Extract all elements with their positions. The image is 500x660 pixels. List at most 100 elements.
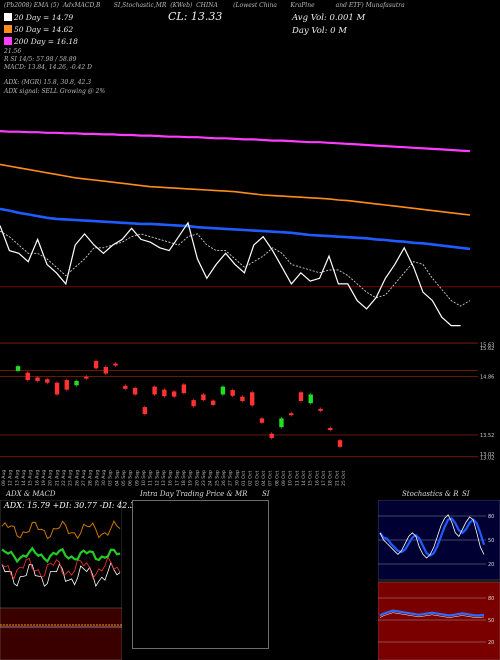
ema20-label: 20 Day = 14.79: [14, 13, 74, 22]
date-label: 29 Aug: [94, 470, 100, 486]
avg-volume: Avg Vol: 0.001 M: [292, 13, 366, 23]
candle: [35, 377, 40, 381]
date-label: 13 Sep: [161, 470, 167, 486]
date-label: 02 Oct: [248, 471, 254, 486]
adx-values: ADX: 15.79 +DI: 30.77 -DI: 42.31: [4, 501, 140, 510]
date-label: 23 Sep: [201, 470, 207, 486]
stoch-d-line: [379, 517, 486, 557]
date-label: 04 Sep: [114, 470, 120, 486]
ema50-legend: 50 Day = 14.62: [4, 25, 73, 34]
date-label: 16 Aug: [34, 470, 40, 486]
date-label: 17 Oct: [321, 471, 327, 486]
candle: [337, 440, 343, 447]
date-label: 03 Oct: [254, 471, 260, 486]
candle: [74, 380, 79, 386]
stoch-tick-label: 20: [488, 562, 494, 568]
date-label: 14 Oct: [301, 471, 307, 486]
price-tick-label: 13.52: [480, 433, 494, 439]
close-price: CL: 13.33: [168, 10, 223, 23]
date-label: 10 Oct: [288, 471, 294, 486]
date-label: 24 Sep: [208, 470, 214, 486]
candle: [123, 385, 128, 389]
price-tick-label: 15.63: [480, 342, 494, 348]
intra-panel-title: Intra Day Trading Price & MR: [140, 490, 248, 498]
header-item: (KWeb): [170, 2, 193, 9]
candle: [318, 408, 323, 411]
date-label: 20 Aug: [48, 470, 54, 486]
date-axis: 09 Aug 12 Aug 13 Aug 14 Aug 15 Aug 16 Aug 19 A…: [1, 470, 347, 486]
candle: [54, 382, 60, 395]
header-item: and ETF) Munafasutra: [335, 2, 405, 9]
candle: [308, 394, 313, 404]
date-label: 15 Aug: [28, 470, 34, 486]
header-item: (Pb2008) EMA (5): [4, 2, 59, 9]
date-label: 10 Sep: [141, 470, 147, 486]
stoch-tick-label: 80: [488, 514, 494, 520]
stoch-si-label: SI: [462, 490, 470, 498]
ema50-line: [0, 163, 471, 216]
date-label: 09 Oct: [281, 471, 287, 486]
candle: [220, 386, 226, 395]
date-label: 28 Aug: [88, 470, 94, 486]
ema20-legend: 20 Day = 14.79: [4, 13, 73, 22]
date-label: 26 Aug: [74, 470, 80, 486]
date-label: 21 Aug: [54, 470, 60, 486]
date-label: 14 Aug: [21, 470, 27, 486]
date-label: 08 Oct: [274, 471, 280, 486]
day-volume: Day Vol: 0 M: [292, 26, 347, 36]
date-label: 12 Aug: [8, 470, 14, 486]
ema200-line: [0, 130, 471, 153]
date-label: 09 Aug: [1, 470, 7, 486]
ema200-legend: 200 Day = 16.18: [4, 37, 78, 46]
si-signal-line: [379, 612, 485, 618]
date-label: 16 Oct: [314, 471, 320, 486]
date-label: 18 Sep: [181, 470, 187, 486]
date-label: 20 Sep: [194, 470, 200, 486]
date-label: 11 Sep: [148, 470, 154, 486]
date-label: 26 Sep: [221, 470, 227, 486]
stoch-tick-label: 50: [488, 538, 494, 544]
adx-line: [1, 520, 121, 540]
date-label: 01 Oct: [241, 471, 247, 486]
date-label: 15 Oct: [308, 471, 314, 486]
ema200-swatch: [4, 37, 12, 45]
candle: [249, 392, 255, 406]
stoch-panel-title: Stochastics & R: [402, 490, 459, 498]
candle: [25, 372, 30, 381]
si-tick-label: 20: [488, 640, 494, 646]
date-label: 27 Sep: [228, 470, 234, 486]
header-top-row: (Pb2008) EMA (5) AdxMACD,B SI,Stochastic…: [4, 2, 500, 9]
date-label: 16 Sep: [168, 470, 174, 486]
header-item: CHINA: [196, 2, 218, 9]
ema5-line: [0, 230, 471, 307]
date-label: 30 Sep: [234, 470, 240, 486]
adx-macd-panel: [0, 500, 122, 660]
si-line: [379, 609, 485, 617]
adx-value: ADX: (MGR) 15.8, 30.8, 42.3: [4, 79, 92, 86]
date-label: 13 Aug: [14, 470, 20, 486]
di-minus-line: [1, 556, 121, 580]
ema20-line: [0, 207, 471, 251]
ema50-label: 50 Day = 14.62: [14, 25, 74, 34]
candle: [240, 396, 245, 401]
date-label: 04 Oct: [261, 471, 267, 486]
date-label: 05 Sep: [121, 470, 127, 486]
date-label: 23 Aug: [68, 470, 74, 486]
candle: [142, 407, 148, 415]
date-label: 17 Sep: [174, 470, 180, 486]
date-label: 12 Sep: [154, 470, 160, 486]
candle: [210, 400, 216, 405]
close-line: [0, 221, 461, 327]
header-item: KraPlne: [290, 2, 315, 9]
stochastics-panel: 80 50 20 80 50 20: [378, 500, 500, 660]
header-item: (Lowest China: [233, 2, 277, 9]
candle: [103, 367, 109, 374]
date-label: 18 Oct: [328, 471, 334, 486]
candle: [162, 389, 167, 397]
intra-si-label: SI: [262, 490, 270, 498]
stoch-k-line: [379, 514, 485, 559]
candle: [298, 392, 304, 401]
candle: [279, 418, 284, 428]
adx-green-line: [1, 546, 121, 564]
candle: [259, 418, 265, 423]
